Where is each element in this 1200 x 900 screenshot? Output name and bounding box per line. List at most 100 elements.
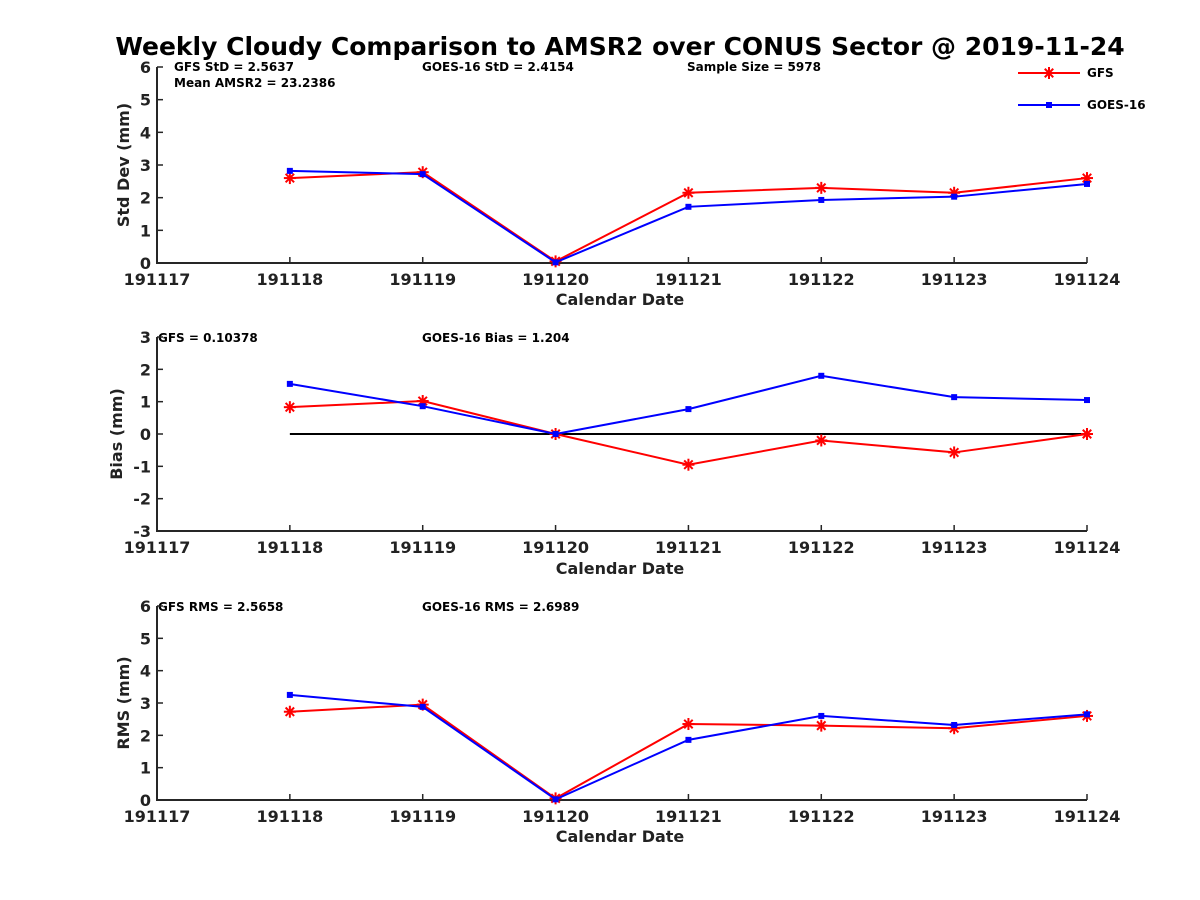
bias-x-tick-label: 191118: [256, 538, 323, 557]
rms-x-tick-label: 191123: [921, 807, 988, 826]
bias-gfs-point-stroke: [816, 435, 827, 446]
stddev-gfs-line: [289, 171, 1088, 263]
bias-gfs-point: [682, 458, 695, 471]
stddev-y-axis-label: Std Dev (mm): [114, 103, 133, 227]
bias-x-tick-label: 191117: [124, 538, 191, 557]
stddev-goes16-point: [552, 259, 559, 266]
stddev-y-tick-label: 2: [140, 189, 151, 208]
bias-y-tick-label: 3: [140, 328, 151, 347]
stddev-y-tick-label: 5: [140, 91, 151, 110]
stddev-goes16-point: [419, 171, 426, 178]
rms-axes: [156, 606, 1087, 801]
stddev-goes16-point: [685, 203, 692, 210]
stddev-panel: GFS StD = 2.5637 GOES-16 StD = 2.4154 Sa…: [114, 58, 1120, 309]
stddev-y-tick-label: 3: [140, 156, 151, 175]
stddev-gfs-point-stroke: [1082, 173, 1092, 184]
stddev-y-tick-label: 1: [140, 221, 151, 240]
rms-y-tick-label: 2: [140, 726, 151, 745]
rms-goes16-point: [685, 736, 692, 743]
bias-goes16-point: [951, 394, 958, 401]
legend: GFS GOES-16: [1018, 66, 1146, 112]
rms-gfs-point: [283, 705, 296, 718]
bias-goes16-point: [419, 403, 426, 410]
stddev-x-tick-label: 191122: [788, 270, 855, 289]
legend-goes16-label: GOES-16: [1087, 98, 1146, 112]
stddev-x-axis-label: Calendar Date: [556, 290, 685, 309]
rms-goes16-point: [419, 703, 426, 710]
bias-gfs-point: [283, 401, 296, 414]
stddev-goes16-point: [1084, 180, 1090, 187]
rms-gfs-point-stroke: [683, 719, 694, 729]
rms-x-axis-label: Calendar Date: [556, 827, 685, 846]
stddev-x-tick-label: 191119: [389, 270, 456, 289]
sample-size-annotation: Sample Size = 5978: [687, 60, 821, 74]
stddev-y-tick-label: 6: [140, 58, 151, 77]
goes16-stddev-annotation: GOES-16 StD = 2.4154: [422, 60, 574, 74]
rms-goes16-point: [951, 721, 958, 728]
bias-goes16-line: [289, 374, 1088, 436]
stddev-goes16-point: [818, 196, 825, 203]
bias-x-tick-label: 191121: [655, 538, 722, 557]
legend-gfs-star-stroke: [1044, 68, 1054, 78]
bias-gfs-point-stroke: [284, 402, 295, 413]
bias-x-axis-label: Calendar Date: [556, 559, 685, 578]
rms-gfs-point-stroke: [816, 720, 827, 731]
rms-y-tick-label: 6: [140, 597, 151, 616]
bias-panel: GFS = 0.10378 GOES-16 Bias = 1.204 Calen…: [107, 328, 1120, 578]
gfs-rms-annotation: GFS RMS = 2.5658: [158, 600, 283, 614]
bias-gfs-point: [948, 446, 961, 459]
rms-x-tick-label: 191124: [1054, 807, 1121, 826]
rms-gfs-point: [815, 719, 828, 732]
stddev-x-tick-label: 191124: [1054, 270, 1121, 289]
rms-y-tick-label: 1: [140, 759, 151, 778]
legend-item-gfs: GFS: [1018, 66, 1114, 80]
rms-gfs-point-stroke: [284, 706, 295, 717]
rms-x-tick-label: 191120: [522, 807, 589, 826]
legend-gfs-label: GFS: [1087, 66, 1114, 80]
rms-goes16-point: [552, 796, 559, 803]
goes16-rms-annotation: GOES-16 RMS = 2.6989: [422, 600, 579, 614]
stddev-goes16-point: [951, 193, 958, 200]
bias-y-tick-label: -1: [133, 457, 151, 476]
stddev-gfs-point-stroke: [284, 173, 295, 184]
bias-goes16-point: [818, 372, 825, 379]
bias-gfs-point-stroke: [683, 459, 694, 470]
stddev-x-tick-label: 191117: [124, 270, 191, 289]
stddev-x-tick-label: 191118: [256, 270, 323, 289]
bias-goes16-point: [1084, 397, 1090, 404]
stddev-gfs-point: [682, 186, 695, 199]
goes16-bias-annotation: GOES-16 Bias = 1.204: [422, 331, 570, 345]
bias-x-tick-label: 191123: [921, 538, 988, 557]
bias-gfs-point-stroke: [949, 447, 960, 458]
rms-panel: GFS RMS = 2.5658 GOES-16 RMS = 2.6989 Ca…: [114, 597, 1120, 846]
stddev-goes16-line: [289, 169, 1088, 264]
legend-goes16-square: [1046, 102, 1052, 108]
rms-x-tick-label: 191119: [389, 807, 456, 826]
rms-y-tick-label: 3: [140, 694, 151, 713]
rms-goes16-point: [286, 691, 293, 698]
bias-y-tick-label: -3: [133, 522, 151, 541]
bias-goes16-point: [286, 380, 293, 387]
rms-y-tick-label: 5: [140, 629, 151, 648]
bias-y-tick-label: 1: [140, 393, 151, 412]
legend-gfs-star: [1043, 67, 1055, 79]
stddev-x-tick-label: 191123: [921, 270, 988, 289]
stddev-y-tick-label: 4: [140, 123, 151, 142]
stddev-gfs-point-stroke: [816, 182, 827, 193]
mean-amsr2-annotation: Mean AMSR2 = 23.2386: [174, 76, 335, 90]
bias-y-tick-label: 2: [140, 360, 151, 379]
gfs-stddev-annotation: GFS StD = 2.5637: [174, 60, 294, 74]
rms-x-tick-label: 191122: [788, 807, 855, 826]
star-icon: [1043, 67, 1055, 79]
stddev-x-tick-label: 191121: [655, 270, 722, 289]
rms-y-axis-label: RMS (mm): [114, 656, 133, 749]
rms-x-tick-label: 191117: [124, 807, 191, 826]
bias-gfs-point: [815, 434, 828, 447]
bias-y-tick-label: 0: [140, 425, 151, 444]
bias-x-tick-label: 191124: [1054, 538, 1121, 557]
bias-x-tick-label: 191120: [522, 538, 589, 557]
square-icon: [1046, 102, 1052, 108]
rms-y-tick-label: 4: [140, 662, 151, 681]
stddev-y-tick-label: 0: [140, 254, 151, 273]
